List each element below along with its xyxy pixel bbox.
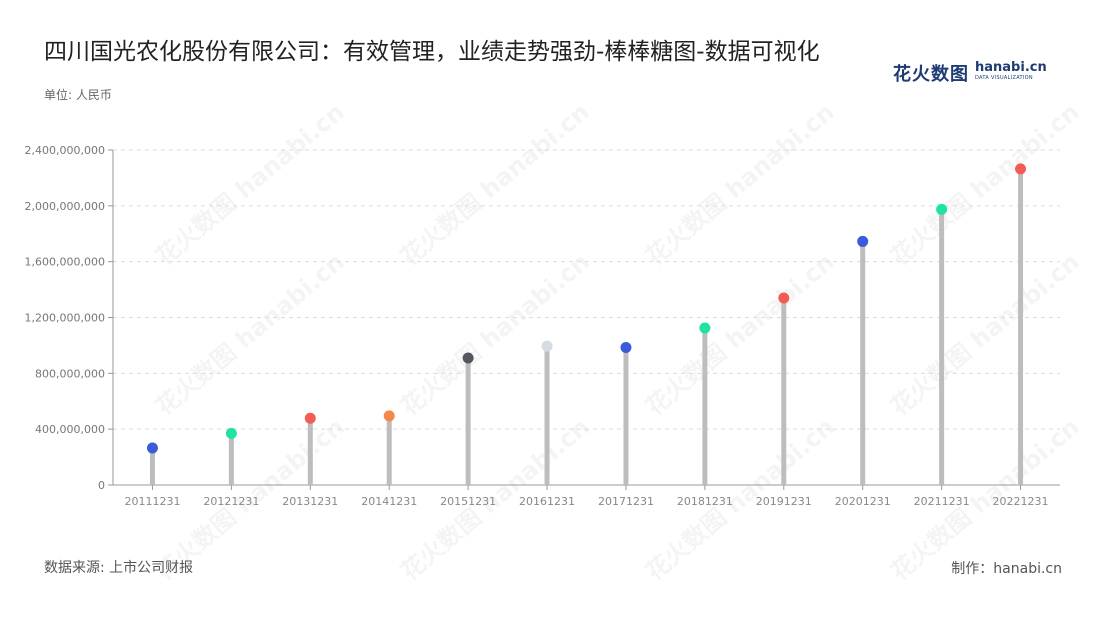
- lollipop-stem: [623, 347, 629, 485]
- logo-cn-text: 花火数图: [893, 64, 969, 85]
- axis-layer: 0 400,000,000 800,000,000 1,200,000,000 1,60…: [25, 144, 1060, 508]
- y-tick-label: 2,000,000,000: [25, 200, 105, 213]
- lollipop-stem: [702, 327, 708, 485]
- logo-en-text: hanabi.cn: [975, 60, 1047, 75]
- lollipop-head: [936, 203, 948, 215]
- lollipop-head: [1015, 163, 1027, 175]
- lollipop-stem: [386, 415, 392, 485]
- credit-label: 制作：hanabi.cn: [951, 561, 1062, 577]
- lollipop-stem: [465, 357, 471, 485]
- x-tick-label: 20181231: [677, 495, 733, 508]
- y-tick-label: 0: [98, 479, 105, 492]
- x-tick-label: 20171231: [598, 495, 654, 508]
- lollipop-stem: [860, 241, 866, 485]
- lollipop-stem: [307, 418, 313, 485]
- lollipop-head: [225, 427, 237, 439]
- x-tick-label: 20201231: [835, 495, 891, 508]
- lollipop-head: [383, 410, 395, 422]
- y-tick-label: 2,400,000,000: [25, 144, 105, 157]
- logo-en-block: hanabi.cn DATA VISUALIZATION: [975, 60, 1047, 84]
- unit-label: 单位: 人民币: [44, 88, 112, 102]
- lollipop-stem: [544, 346, 550, 485]
- x-tick-label: 20161231: [519, 495, 575, 508]
- lollipop-stem: [149, 448, 155, 485]
- lollipop-head: [857, 235, 869, 247]
- x-tick-label: 20131231: [282, 495, 338, 508]
- y-tick-label: 800,000,000: [35, 367, 105, 380]
- lollipop-stem: [1018, 168, 1024, 485]
- x-tick-label: 20191231: [756, 495, 812, 508]
- brand-logo: 花火数图 hanabi.cn DATA VISUALIZATION: [893, 60, 1047, 86]
- x-tick-label: 20121231: [203, 495, 259, 508]
- grid-layer: [113, 149, 1060, 430]
- x-tick-label: 20151231: [440, 495, 496, 508]
- chart-title: 四川国光农化股份有限公司：有效管理，业绩走势强劲-棒棒糖图-数据可视化: [44, 39, 820, 65]
- lollipop-stem: [781, 297, 787, 485]
- data-source: 数据来源: 上市公司财报: [44, 560, 194, 576]
- lollipop-stem: [228, 433, 234, 485]
- y-tick-label: 1,600,000,000: [25, 256, 105, 269]
- lollipop-head: [620, 342, 632, 354]
- lollipop-head: [146, 442, 158, 454]
- lollipop-head: [778, 292, 790, 304]
- mark-layer: [146, 163, 1027, 485]
- x-tick-label: 20111231: [124, 495, 180, 508]
- lollipop-stem: [939, 209, 945, 485]
- lollipop-head: [699, 322, 711, 334]
- lollipop-head: [462, 352, 474, 364]
- lollipop-head: [304, 412, 316, 424]
- y-tick-label: 1,200,000,000: [25, 312, 105, 325]
- y-tick-label: 400,000,000: [35, 423, 105, 436]
- lollipop-head: [541, 340, 553, 352]
- x-tick-label: 20211231: [914, 495, 970, 508]
- x-tick-label: 20141231: [361, 495, 417, 508]
- logo-sub-text: DATA VISUALIZATION: [975, 75, 1033, 81]
- x-tick-label: 20221231: [993, 495, 1049, 508]
